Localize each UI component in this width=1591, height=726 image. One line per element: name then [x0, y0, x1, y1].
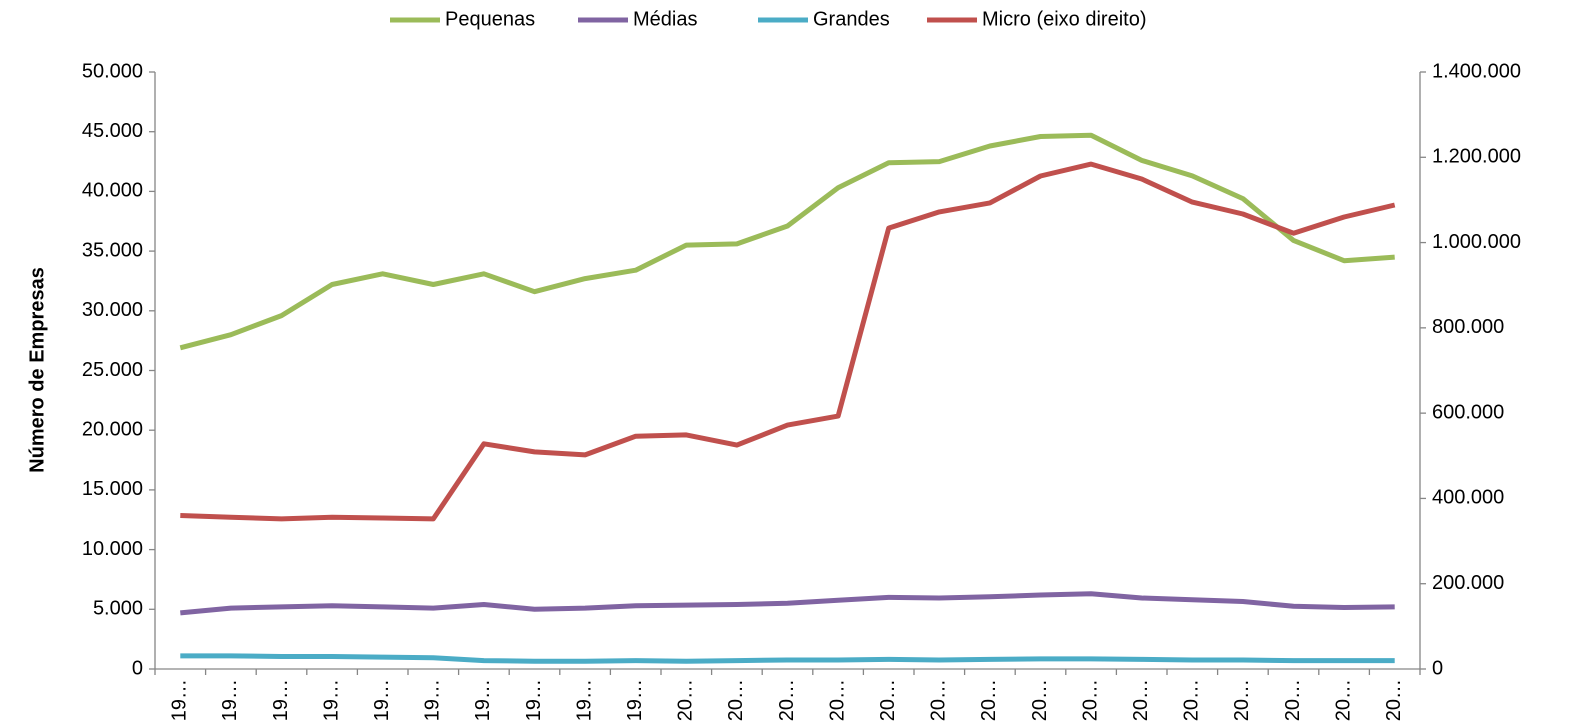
y-axis-label: Número de Empresas: [26, 267, 48, 473]
x-tick-label: 20…: [1282, 679, 1304, 721]
x-tick-label: 20…: [1130, 679, 1152, 721]
y-tick-label: 15.000: [82, 478, 143, 500]
y-tick-label: 45.000: [82, 120, 143, 142]
x-tick-label: 20…: [877, 679, 899, 721]
x-tick-label: 20…: [1079, 679, 1101, 721]
x-tick-label: 19…: [320, 679, 342, 721]
y2-tick-label: 1.200.000: [1432, 146, 1521, 168]
x-tick-label: 20…: [1231, 679, 1253, 721]
x-tick-label: 20…: [675, 679, 697, 721]
legend-label: Grandes: [813, 8, 890, 30]
y2-tick-label: 200.000: [1432, 572, 1504, 594]
y-tick-label: 50.000: [82, 60, 143, 82]
y-tick-label: 40.000: [82, 180, 143, 202]
series-line: [179, 132, 1395, 351]
series-line: [180, 591, 1395, 616]
x-tick-label: 20…: [776, 679, 798, 721]
y2-tick-label: 1.400.000: [1432, 60, 1521, 82]
x-tick-label: 19…: [624, 679, 646, 721]
x-tick-label: 19…: [270, 679, 292, 721]
x-tick-label: 20…: [1383, 679, 1405, 721]
y-tick-label: 10.000: [82, 538, 143, 560]
legend-label: Micro (eixo direito): [982, 8, 1146, 30]
legend-label: Médias: [633, 8, 697, 30]
x-tick-label: 20…: [978, 679, 1000, 721]
x-tick-label: 19…: [472, 679, 494, 721]
y-tick-label: 0: [132, 657, 143, 679]
series-line: [180, 161, 1396, 522]
y2-tick-label: 400.000: [1432, 487, 1504, 509]
y2-tick-label: 0: [1432, 657, 1443, 679]
y-tick-label: 5.000: [93, 598, 143, 620]
series-line: [180, 653, 1395, 664]
y2-tick-label: 600.000: [1432, 401, 1504, 423]
x-tick-label: 19…: [219, 679, 241, 721]
x-tick-label: 20…: [826, 679, 848, 721]
x-tick-label: 20…: [928, 679, 950, 721]
y2-tick-label: 800.000: [1432, 316, 1504, 338]
x-tick-label: 19…: [169, 679, 191, 721]
y-tick-label: 25.000: [82, 359, 143, 381]
x-tick-label: 20…: [1029, 679, 1051, 721]
x-tick-label: 19…: [523, 679, 545, 721]
x-tick-label: 19…: [573, 679, 595, 721]
legend-label: Pequenas: [445, 8, 535, 30]
y2-tick-label: 1.000.000: [1432, 231, 1521, 253]
y-tick-label: 20.000: [82, 418, 143, 440]
x-tick-label: 19…: [371, 679, 393, 721]
x-tick-label: 19…: [422, 679, 444, 721]
y-tick-label: 30.000: [82, 299, 143, 321]
y-tick-label: 35.000: [82, 239, 143, 261]
x-tick-label: 20…: [725, 679, 747, 721]
x-tick-label: 20…: [1181, 679, 1203, 721]
x-tick-label: 20…: [1332, 679, 1354, 721]
